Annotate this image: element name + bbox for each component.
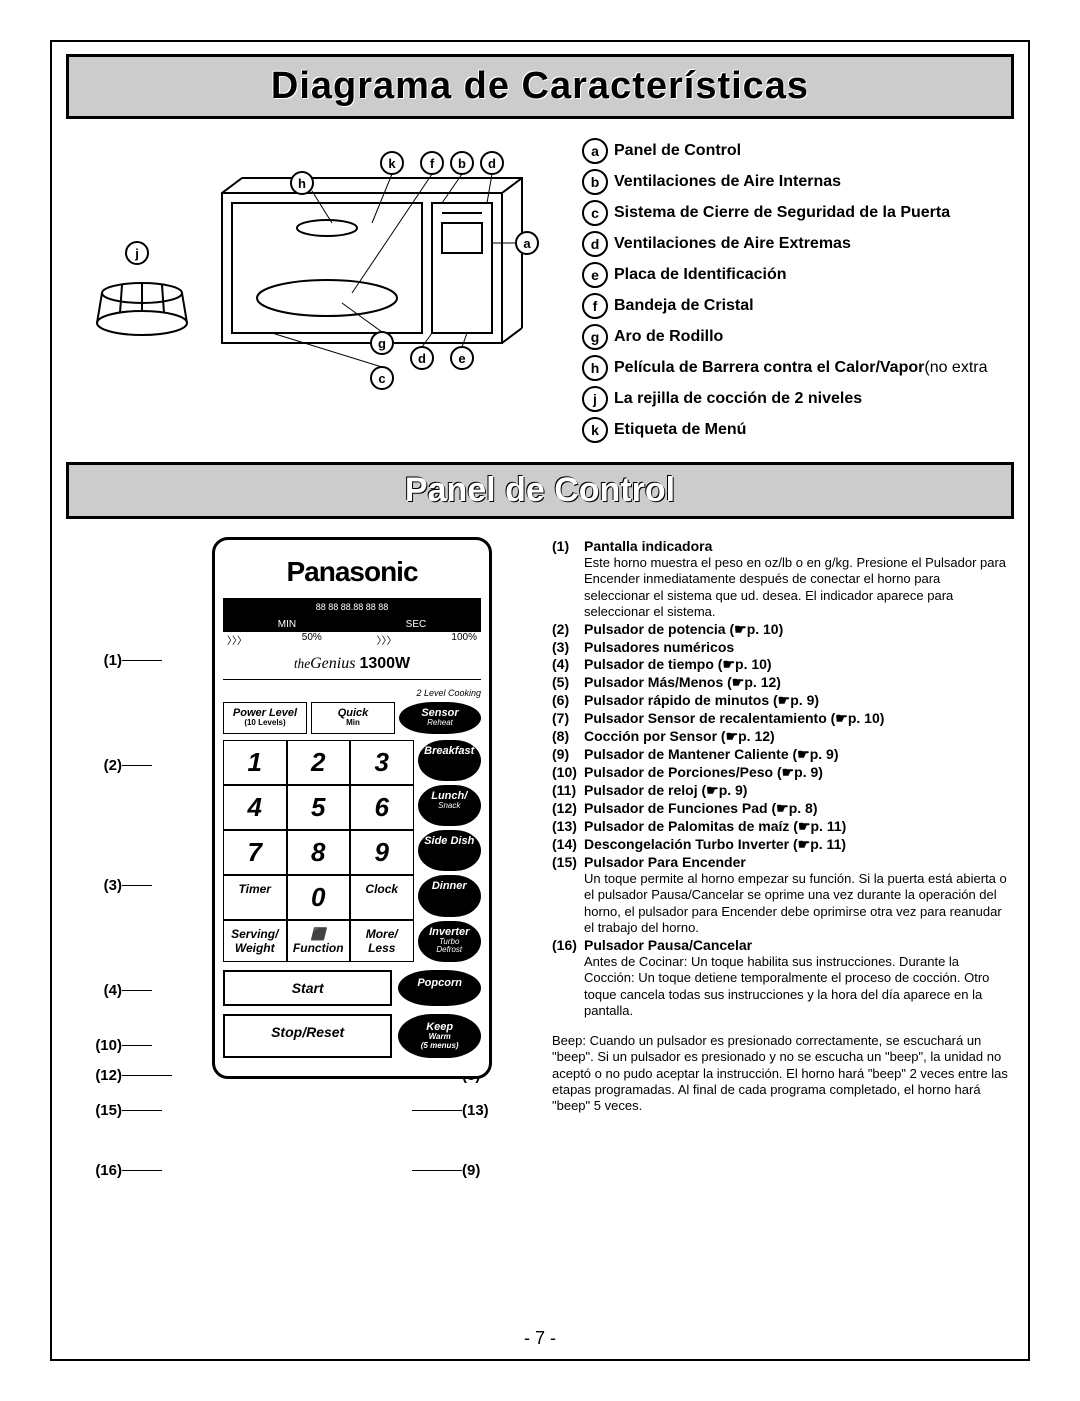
stop-reset-button[interactable]: Stop/Reset bbox=[223, 1014, 392, 1058]
more-less-button[interactable]: More/Less bbox=[350, 920, 414, 962]
callout-15: (15) bbox=[72, 1102, 122, 1119]
clock-button[interactable]: Clock bbox=[350, 875, 414, 920]
callout-1: (1) bbox=[72, 652, 122, 669]
lunch-snack-button[interactable]: Lunch/Snack bbox=[418, 785, 482, 826]
timer-button[interactable]: Timer bbox=[223, 875, 287, 920]
svg-text:c: c bbox=[378, 371, 385, 386]
legend-list: aPanel de Control bVentilaciones de Aire… bbox=[552, 133, 1008, 448]
callout-13: (13) bbox=[462, 1102, 512, 1119]
side-dish-button[interactable]: Side Dish bbox=[418, 830, 482, 871]
start-button[interactable]: Start bbox=[223, 970, 392, 1006]
function-button[interactable]: ⬛Function bbox=[287, 920, 351, 962]
breakfast-button[interactable]: Breakfast bbox=[418, 740, 482, 781]
num-0[interactable]: 0 bbox=[287, 875, 351, 920]
num-4[interactable]: 4 bbox=[223, 785, 287, 830]
sensor-reheat-button[interactable]: SensorReheat bbox=[399, 702, 481, 734]
svg-text:j: j bbox=[134, 246, 139, 261]
svg-text:g: g bbox=[378, 336, 386, 351]
svg-text:d: d bbox=[488, 156, 496, 171]
num-7[interactable]: 7 bbox=[223, 830, 287, 875]
sub-title-bar: Panel de Control bbox=[66, 462, 1014, 519]
control-panel: Panasonic 88 88 88.88 88 88 MINSEC 〉〉〉50… bbox=[212, 537, 492, 1079]
num-8[interactable]: 8 bbox=[287, 830, 351, 875]
num-9[interactable]: 9 bbox=[350, 830, 414, 875]
callout-10: (10) bbox=[72, 1037, 122, 1054]
sub-title: Panel de Control bbox=[405, 471, 675, 509]
svg-text:d: d bbox=[418, 351, 426, 366]
popcorn-button[interactable]: Popcorn bbox=[398, 970, 481, 1006]
callout-9: (9) bbox=[462, 1162, 512, 1179]
num-6[interactable]: 6 bbox=[350, 785, 414, 830]
num-1[interactable]: 1 bbox=[223, 740, 287, 785]
svg-text:f: f bbox=[430, 156, 435, 171]
num-2[interactable]: 2 bbox=[287, 740, 351, 785]
num-5[interactable]: 5 bbox=[287, 785, 351, 830]
svg-text:h: h bbox=[298, 176, 306, 191]
svg-text:e: e bbox=[458, 351, 465, 366]
control-panel-column: (1) (2) (3) (4) (10) (12) (15) (16) (6) … bbox=[72, 537, 512, 1114]
num-3[interactable]: 3 bbox=[350, 740, 414, 785]
diagram-svg: k f b d h a g d e c j bbox=[72, 133, 552, 393]
callout-3: (3) bbox=[72, 877, 122, 894]
svg-text:a: a bbox=[523, 236, 531, 251]
power-level-button[interactable]: Power Level(10 Levels) bbox=[223, 702, 307, 734]
dinner-button[interactable]: Dinner bbox=[418, 875, 482, 916]
serving-weight-button[interactable]: Serving/Weight bbox=[223, 920, 287, 962]
genius-label: theGenius 1300W bbox=[223, 655, 481, 680]
inverter-defrost-button[interactable]: InverterTurboDefrost bbox=[418, 921, 482, 962]
beep-note: Beep: Cuando un pulsador es presionado c… bbox=[552, 1033, 1008, 1114]
description-column: (1)Pantalla indicadora Este horno muestr… bbox=[512, 537, 1008, 1114]
callout-4: (4) bbox=[72, 982, 122, 999]
svg-text:b: b bbox=[458, 156, 466, 171]
microwave-diagram: k f b d h a g d e c j bbox=[72, 133, 552, 393]
callout-12: (12) bbox=[72, 1067, 122, 1084]
main-title: Diagrama de Características bbox=[271, 65, 809, 107]
callout-2: (2) bbox=[72, 757, 122, 774]
main-title-bar: Diagrama de Características bbox=[66, 54, 1014, 119]
brand-label: Panasonic bbox=[223, 556, 481, 588]
keep-warm-button[interactable]: KeepWarm(5 menus) bbox=[398, 1014, 481, 1058]
display-segments: 88 88 88.88 88 88 bbox=[223, 598, 481, 617]
page-number: - 7 - bbox=[52, 1328, 1028, 1349]
svg-text:k: k bbox=[388, 156, 396, 171]
quick-min-button[interactable]: QuickMin bbox=[311, 702, 395, 734]
callout-16: (16) bbox=[72, 1162, 122, 1179]
